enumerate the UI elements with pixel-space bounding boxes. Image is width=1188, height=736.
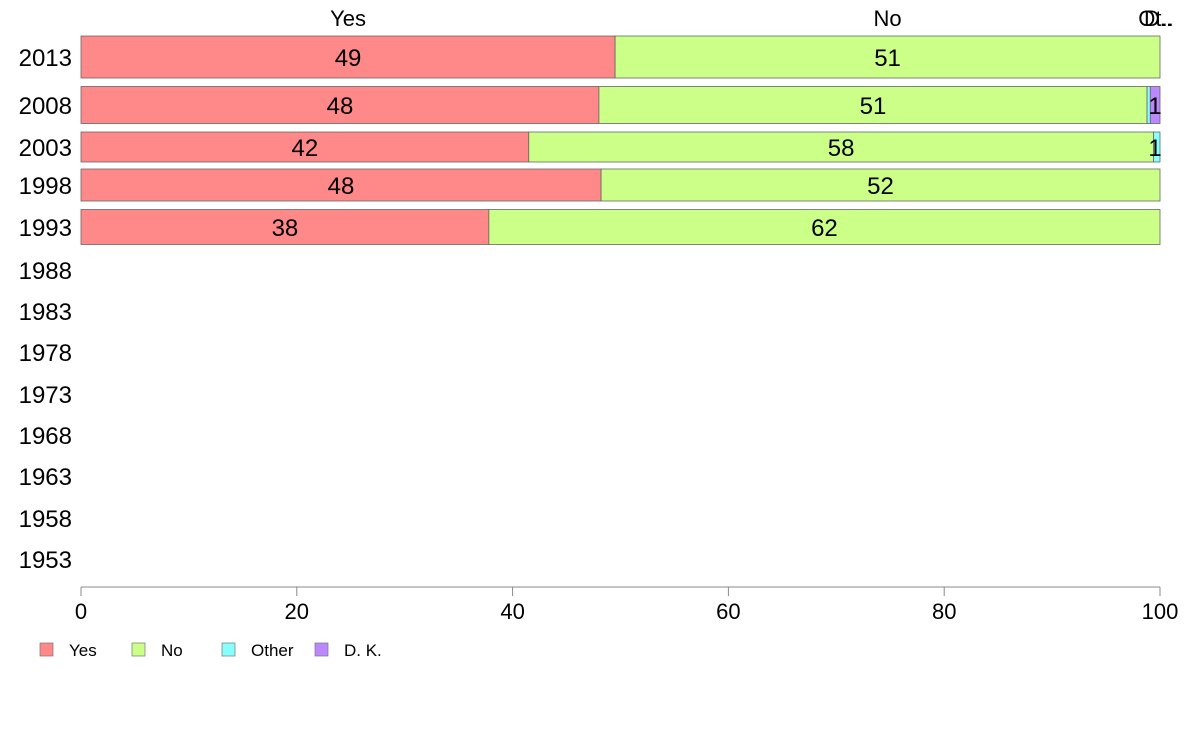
y-tick-label: 2003 <box>19 135 72 162</box>
bar-value-label: 1 <box>1148 93 1161 120</box>
x-tick-label: 60 <box>716 599 740 624</box>
bar-yes-2003 <box>80 131 530 163</box>
legend-swatch <box>314 642 329 657</box>
top-label: D.. <box>1144 6 1172 31</box>
y-tick-label: 1993 <box>19 215 72 242</box>
bar-no-1998 <box>600 168 1161 202</box>
y-tick-label: 1973 <box>19 382 72 409</box>
y-tick-label: 1983 <box>19 299 72 326</box>
bars <box>80 35 1161 245</box>
bar-data-labels: 49 51 48 51 1 42 58 1 48 52 38 62 <box>272 45 1162 242</box>
legend-swatch <box>131 642 146 657</box>
y-tick-label: 1968 <box>19 423 72 450</box>
y-axis-labels: 2013 2008 2003 1998 1993 1988 1983 1978 1973 1968… <box>19 45 72 574</box>
x-axis: 0 20 40 60 80 100 <box>75 586 1179 624</box>
bar-value-label: 51 <box>874 45 901 72</box>
y-tick-label: 2013 <box>19 45 72 72</box>
legend-label: D. K. <box>344 641 382 660</box>
bar-value-label: 1 <box>1148 135 1161 162</box>
legend: Yes No Other D. K. <box>39 641 382 660</box>
legend-label: Yes <box>69 641 97 660</box>
bar-yes-1993 <box>80 209 490 245</box>
y-tick-label: 1978 <box>19 340 72 367</box>
bar-yes-2013 <box>80 35 616 79</box>
bar-value-label: 38 <box>272 215 299 242</box>
bar-no-1993 <box>488 209 1161 245</box>
bar-other-2003 <box>1153 131 1161 163</box>
x-tick-label: 100 <box>1142 599 1179 624</box>
bar-dk-2008 <box>1149 86 1161 124</box>
x-tick-label: 80 <box>932 599 956 624</box>
bar-no-2003 <box>528 131 1154 163</box>
bar-yes-1998 <box>80 168 602 202</box>
legend-label: Other <box>251 641 294 660</box>
legend-label: No <box>161 641 183 660</box>
bar-no-2008 <box>598 86 1148 124</box>
y-tick-label: 1988 <box>19 258 72 285</box>
bar-value-label: 58 <box>828 135 855 162</box>
x-tick-label: 20 <box>285 599 309 624</box>
top-label: Ot.. <box>1138 6 1173 31</box>
y-tick-label: 1953 <box>19 547 72 574</box>
y-tick-label: 1998 <box>19 173 72 200</box>
top-category-labels: Yes No Ot..D.. <box>330 6 1174 31</box>
bar-yes-2008 <box>80 86 600 124</box>
y-tick-label: 1963 <box>19 464 72 491</box>
bar-value-label: 42 <box>292 135 319 162</box>
bar-value-label: 48 <box>328 173 355 200</box>
legend-swatch <box>39 642 54 657</box>
bar-value-label: 62 <box>811 215 838 242</box>
x-tick-label: 40 <box>500 599 524 624</box>
legend-swatch <box>221 642 236 657</box>
top-label: No <box>873 6 901 31</box>
bar-no-2013 <box>614 35 1161 79</box>
bar-value-label: 48 <box>327 93 354 120</box>
bar-value-label: 52 <box>867 173 894 200</box>
y-tick-label: 1958 <box>19 506 72 533</box>
x-tick-label: 0 <box>75 599 87 624</box>
y-tick-label: 2008 <box>19 93 72 120</box>
bar-value-label: 49 <box>335 45 362 72</box>
bar-value-label: 51 <box>860 93 887 120</box>
top-label: Yes <box>330 6 366 31</box>
